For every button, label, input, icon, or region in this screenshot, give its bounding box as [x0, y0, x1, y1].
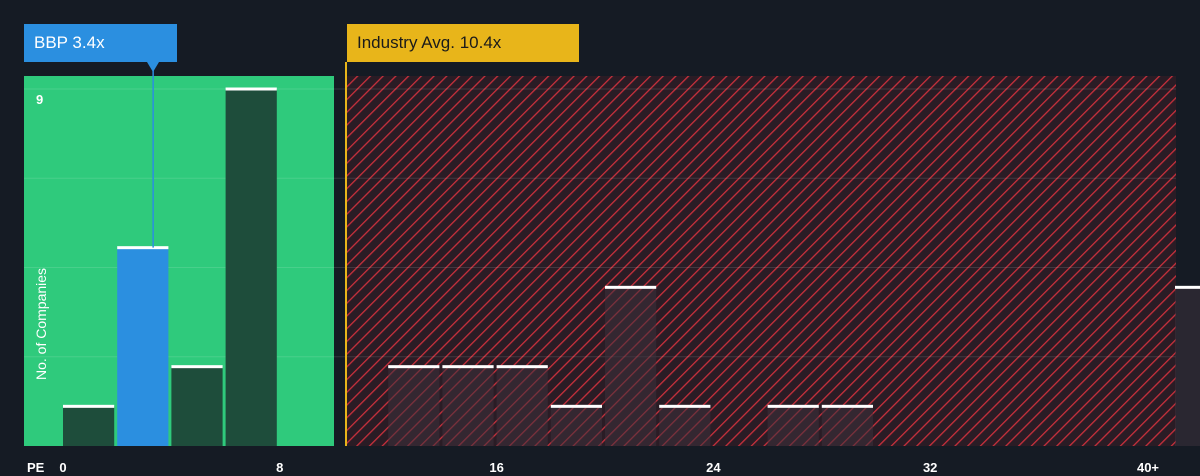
histogram-bar: [496, 366, 548, 446]
bar-cap: [117, 246, 169, 250]
bar-cap: [1175, 285, 1200, 289]
histogram-bar: [63, 406, 115, 446]
company-callout-arrow: [147, 62, 160, 72]
histogram-bar: [1175, 287, 1200, 446]
bar-cap: [388, 365, 440, 369]
bar-cap: [496, 365, 548, 369]
histogram-bar: [605, 287, 657, 446]
x-tick-label: 16: [489, 460, 503, 475]
histogram-bar: [550, 406, 602, 446]
industry-avg-callout: Industry Avg. 10.4x: [347, 24, 579, 62]
bar-cap: [605, 285, 657, 289]
bar-cap: [550, 404, 602, 408]
histogram-bar: [388, 366, 440, 446]
histogram-bar: [821, 406, 873, 446]
x-tick-label: 32: [923, 460, 937, 475]
x-tick-label: 24: [706, 460, 721, 475]
x-tick-label: 0: [59, 460, 66, 475]
y-tick-label: 9: [36, 92, 43, 107]
bar-cap: [63, 404, 115, 408]
histogram-bar: [767, 406, 819, 446]
bar-cap: [767, 404, 819, 408]
bar-cap: [442, 365, 494, 369]
y-axis-title: No. of Companies: [33, 268, 49, 380]
histogram-bar: [442, 366, 494, 446]
histogram-bar: [117, 247, 169, 446]
histogram-bar: [225, 89, 277, 446]
bar-cap: [659, 404, 711, 408]
bar-cap: [171, 365, 223, 369]
histogram-bar: [659, 406, 711, 446]
x-axis-title: PE: [27, 460, 45, 475]
histogram-bar: [171, 366, 223, 446]
company-pe-callout: BBP 3.4x: [24, 24, 177, 62]
x-tick-label: 40+: [1137, 460, 1159, 475]
bar-cap: [821, 404, 873, 408]
x-tick-label: 8: [276, 460, 283, 475]
bar-cap: [225, 87, 277, 91]
